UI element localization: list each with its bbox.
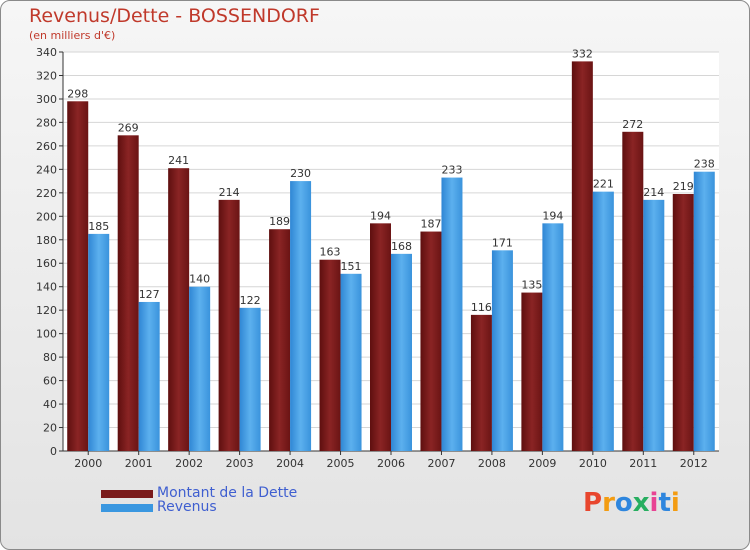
y-tick-label: 160 bbox=[36, 257, 57, 270]
x-tick-label: 2006 bbox=[377, 457, 405, 470]
x-tick-label: 2007 bbox=[427, 457, 455, 470]
bar-revenus bbox=[189, 286, 211, 451]
x-tick-label: 2000 bbox=[74, 457, 102, 470]
y-tick-label: 280 bbox=[36, 116, 57, 129]
data-label-revenus: 238 bbox=[694, 158, 715, 171]
x-tick-label: 2003 bbox=[226, 457, 254, 470]
data-label-revenus: 151 bbox=[341, 260, 362, 273]
y-tick-label: 20 bbox=[43, 422, 57, 435]
bar-dette bbox=[370, 223, 391, 451]
bar-dette bbox=[571, 61, 593, 451]
y-tick-label: 60 bbox=[43, 375, 57, 388]
logo-letter: P bbox=[583, 488, 603, 518]
data-label-revenus: 214 bbox=[643, 186, 664, 199]
y-tick-label: 80 bbox=[43, 351, 57, 364]
data-label-revenus: 233 bbox=[441, 164, 462, 177]
bar-dette bbox=[470, 314, 492, 451]
data-label-revenus: 168 bbox=[391, 240, 412, 253]
bar-revenus bbox=[441, 177, 463, 452]
bar-dette bbox=[218, 199, 240, 451]
data-label-dette: 187 bbox=[420, 218, 441, 231]
legend-swatch-dette bbox=[101, 490, 153, 498]
y-tick-label: 180 bbox=[36, 234, 57, 247]
y-tick-label: 0 bbox=[50, 445, 57, 458]
bar-dette bbox=[269, 229, 291, 451]
legend-label-revenus: Revenus bbox=[157, 499, 217, 515]
proxiti-logo: Proxiti bbox=[583, 488, 680, 518]
x-tick-label: 2005 bbox=[327, 457, 355, 470]
bar-dette bbox=[672, 193, 694, 451]
x-tick-label: 2004 bbox=[276, 457, 304, 470]
y-tick-label: 320 bbox=[36, 69, 57, 82]
x-tick-label: 2011 bbox=[629, 457, 657, 470]
bar-revenus bbox=[239, 307, 261, 451]
bar-revenus bbox=[693, 171, 715, 451]
data-label-revenus: 194 bbox=[542, 209, 563, 222]
logo-letter: i bbox=[649, 488, 659, 518]
bar-dette bbox=[319, 259, 341, 451]
x-tick-label: 2009 bbox=[528, 457, 556, 470]
data-label-dette: 116 bbox=[471, 301, 492, 314]
logo-letter: o bbox=[614, 488, 633, 518]
logo-letter: t bbox=[658, 488, 671, 518]
y-tick-label: 140 bbox=[36, 281, 57, 294]
bar-dette bbox=[622, 131, 644, 452]
data-label-dette: 241 bbox=[168, 154, 189, 167]
legend-swatch-revenus bbox=[101, 504, 153, 512]
data-label-revenus: 140 bbox=[189, 273, 210, 286]
bar-revenus bbox=[643, 199, 665, 451]
data-label-dette: 194 bbox=[370, 209, 391, 222]
y-tick-label: 240 bbox=[36, 163, 57, 176]
bar-dette bbox=[67, 101, 89, 451]
data-label-revenus: 230 bbox=[290, 167, 311, 180]
data-label-dette: 332 bbox=[572, 47, 593, 60]
bar-revenus bbox=[290, 181, 312, 451]
bar-revenus bbox=[88, 233, 110, 451]
bar-dette bbox=[420, 231, 442, 451]
bar-revenus bbox=[391, 253, 412, 451]
y-tick-label: 300 bbox=[36, 93, 57, 106]
data-label-dette: 214 bbox=[219, 186, 240, 199]
data-label-dette: 163 bbox=[320, 246, 341, 259]
logo-letter: x bbox=[632, 488, 650, 518]
logo-letter: r bbox=[602, 488, 615, 518]
data-label-revenus: 127 bbox=[139, 288, 160, 301]
data-label-dette: 269 bbox=[118, 121, 139, 134]
y-tick-label: 340 bbox=[36, 46, 57, 59]
legend-label-dette: Montant de la Dette bbox=[157, 485, 298, 501]
data-label-dette: 298 bbox=[67, 87, 88, 100]
bar-dette bbox=[168, 168, 190, 451]
bar-revenus bbox=[592, 191, 614, 451]
y-tick-label: 200 bbox=[36, 210, 57, 223]
chart-subtitle: (en milliers d'€) bbox=[29, 29, 116, 42]
y-tick-label: 260 bbox=[36, 140, 57, 153]
y-tick-label: 120 bbox=[36, 304, 57, 317]
bar-dette bbox=[521, 292, 543, 451]
bar-revenus bbox=[491, 250, 513, 451]
x-tick-label: 2001 bbox=[125, 457, 153, 470]
x-tick-label: 2012 bbox=[680, 457, 708, 470]
data-label-dette: 272 bbox=[622, 118, 643, 131]
x-tick-label: 2008 bbox=[478, 457, 506, 470]
y-tick-label: 220 bbox=[36, 187, 57, 200]
data-label-revenus: 221 bbox=[593, 178, 614, 191]
data-label-dette: 219 bbox=[673, 180, 694, 193]
bar-revenus bbox=[542, 223, 564, 451]
data-label-revenus: 171 bbox=[492, 236, 513, 249]
y-tick-label: 100 bbox=[36, 328, 57, 341]
x-tick-label: 2010 bbox=[579, 457, 607, 470]
bar-dette bbox=[117, 135, 139, 451]
data-label-revenus: 185 bbox=[88, 220, 109, 233]
data-label-dette: 135 bbox=[521, 279, 542, 292]
chart-title: Revenus/Dette - BOSSENDORF bbox=[29, 5, 320, 27]
x-tick-label: 2002 bbox=[175, 457, 203, 470]
logo-letter: i bbox=[670, 488, 680, 518]
bar-revenus bbox=[138, 301, 160, 451]
data-label-revenus: 122 bbox=[240, 294, 261, 307]
bar-revenus bbox=[340, 273, 362, 451]
data-label-dette: 189 bbox=[269, 215, 290, 228]
y-tick-label: 40 bbox=[43, 398, 57, 411]
